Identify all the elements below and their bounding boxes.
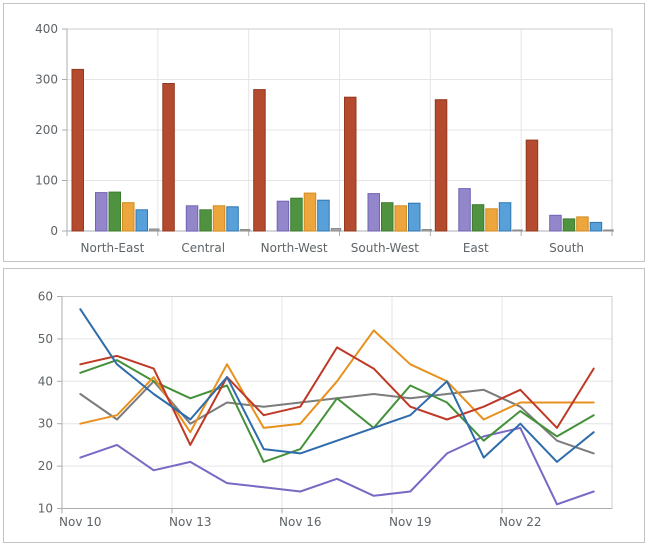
bar-gray-South[interactable] — [603, 229, 614, 232]
x-category-label: Central — [181, 241, 225, 255]
y-tick-label: 0 — [50, 224, 58, 238]
y-tick-label: 10 — [38, 502, 53, 516]
bar-blue-Central[interactable] — [226, 206, 239, 232]
line-green[interactable] — [79, 359, 595, 463]
x-tick-label: Nov 19 — [389, 515, 432, 529]
x-category-label: South-West — [351, 241, 420, 255]
bar-gray-North-East[interactable] — [149, 228, 160, 232]
bar-purple-Central[interactable] — [185, 205, 199, 232]
y-tick-label: 30 — [38, 417, 53, 431]
line-chart: 10 20 30 40 50 60 Nov 10 Nov 13 Nov 16 Nov 19 Nov … — [38, 290, 613, 529]
bar-gray-North-West[interactable] — [330, 228, 342, 232]
y-tick-label: 20 — [38, 459, 53, 473]
bar-blue-North-West[interactable] — [317, 199, 330, 232]
x-tick-label: Nov 16 — [279, 515, 322, 529]
line-blue[interactable] — [79, 308, 595, 463]
line-chart-panel: 10 20 30 40 50 60 Nov 10 Nov 13 Nov 16 Nov 19 Nov … — [3, 268, 645, 543]
bar-brick-South-West[interactable] — [344, 96, 357, 232]
x-tick-label: Nov 10 — [59, 515, 102, 529]
bar-brick-North-East[interactable] — [71, 68, 84, 232]
bar-orange-North-West[interactable] — [303, 192, 317, 232]
x-category-label: South — [549, 241, 584, 255]
bar-orange-South[interactable] — [576, 216, 589, 232]
bar-blue-East[interactable] — [498, 202, 512, 232]
line-purple[interactable] — [79, 426, 595, 506]
bar-orange-Central[interactable] — [212, 205, 226, 232]
y-tick-label: 60 — [38, 290, 53, 304]
bar-purple-East[interactable] — [458, 188, 471, 232]
bar-purple-North-East[interactable] — [95, 192, 108, 232]
bar-green-South[interactable] — [562, 218, 576, 232]
bar-orange-South-West[interactable] — [394, 205, 407, 232]
bar-orange-North-East[interactable] — [122, 202, 135, 232]
bar-brick-South[interactable] — [525, 139, 539, 232]
bar-brick-East[interactable] — [434, 99, 448, 232]
y-tick-label: 200 — [35, 123, 58, 137]
bar-purple-North-West[interactable] — [276, 200, 290, 232]
y-tick-label: 300 — [35, 73, 58, 87]
bar-blue-South-West[interactable] — [408, 202, 421, 232]
x-tick-label: Nov 22 — [499, 515, 542, 529]
bar-orange-East[interactable] — [485, 208, 498, 232]
x-category-label: North-West — [261, 241, 328, 255]
bar-brick-North-West[interactable] — [253, 89, 266, 232]
bar-green-North-West[interactable] — [290, 197, 303, 232]
bar-blue-South[interactable] — [589, 221, 603, 232]
line-red[interactable] — [79, 346, 595, 446]
y-tick-label: 400 — [35, 22, 58, 36]
y-tick-label: 40 — [38, 374, 53, 388]
y-tick-label: 50 — [38, 332, 53, 346]
bar-purple-South[interactable] — [549, 214, 562, 232]
bar-green-Central[interactable] — [199, 209, 212, 232]
bar-gray-Central[interactable] — [239, 229, 251, 232]
bar-gray-South-West[interactable] — [421, 229, 432, 232]
y-tick-label: 100 — [35, 174, 58, 188]
bar-chart: 0 100 200 300 400 North-East Central North-West… — [35, 22, 614, 255]
bar-purple-South-West[interactable] — [367, 193, 380, 232]
bar-brick-Central[interactable] — [162, 83, 175, 232]
bar-green-East[interactable] — [471, 204, 485, 232]
x-tick-label: Nov 13 — [169, 515, 212, 529]
bar-gray-East[interactable] — [512, 229, 523, 232]
x-category-label: East — [463, 241, 489, 255]
bar-chart-panel: 0 100 200 300 400 North-East Central North-West… — [3, 3, 645, 262]
x-category-label: North-East — [81, 241, 145, 255]
bar-green-North-East[interactable] — [108, 191, 121, 232]
bar-blue-North-East[interactable] — [135, 209, 148, 232]
bar-green-South-West[interactable] — [381, 202, 394, 232]
